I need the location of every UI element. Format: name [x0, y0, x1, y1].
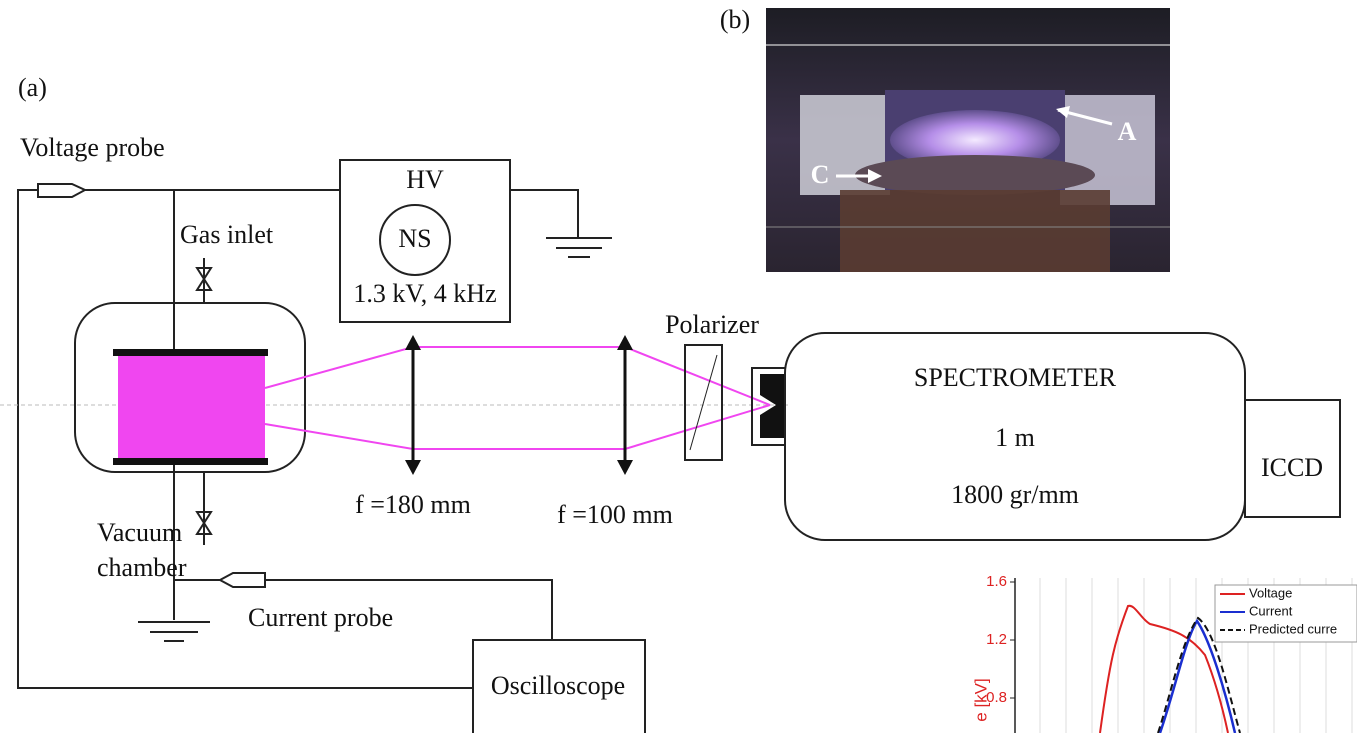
slit-holder	[751, 367, 785, 446]
panel-label: (a)	[18, 73, 47, 102]
chamber-label: Vacuum	[97, 518, 182, 547]
wiring	[17, 183, 612, 689]
spectrometer-length: 1 m	[995, 423, 1035, 452]
photo	[766, 8, 1170, 272]
polarizer-axis	[689, 354, 718, 451]
inset-chart: e [kV] 1.6 1.2 0.8 Voltage Current Predicted …	[971, 573, 1357, 733]
legend-label: Predicted curre	[1249, 621, 1337, 636]
oscilloscope-label: Oscilloscope	[491, 671, 625, 700]
chamber-label: chamber	[97, 553, 187, 582]
lens-label: f =100 mm	[557, 500, 673, 529]
plasma	[118, 355, 265, 458]
y-tick-label: 0.8	[986, 689, 1007, 706]
legend-label: Current	[1249, 603, 1293, 618]
voltage-probe-label: Voltage probe	[20, 133, 165, 162]
polarizer-label: Polarizer	[665, 310, 759, 339]
legend-label: Voltage	[1249, 585, 1292, 600]
panel-label: (b)	[720, 5, 750, 34]
current-probe-label: Current probe	[248, 603, 393, 632]
spectrometer-title: SPECTROMETER	[914, 363, 1117, 392]
ns-label: NS	[398, 224, 431, 253]
spectrometer-grating: 1800 gr/mm	[951, 480, 1079, 509]
slit	[760, 374, 785, 438]
anode-label: A	[1118, 117, 1137, 146]
hv-spec: 1.3 kV, 4 kHz	[353, 279, 496, 308]
y-tick-label: 1.6	[986, 573, 1007, 590]
gas-inlet-label: Gas inlet	[180, 220, 274, 249]
electrode	[113, 458, 268, 465]
beam	[264, 346, 771, 450]
lens-label: f =180 mm	[355, 490, 471, 519]
lens	[405, 335, 633, 475]
ns-circle	[379, 204, 451, 276]
hv-label: HV	[406, 165, 444, 194]
vacuum-chamber	[74, 302, 306, 473]
polarizer	[684, 344, 723, 461]
iccd-label: ICCD	[1261, 453, 1323, 482]
oscilloscope	[472, 639, 646, 733]
y-axis-label: e [kV]	[971, 678, 990, 721]
hv-box	[339, 159, 511, 323]
electrode	[113, 349, 268, 356]
y-tick-label: 1.2	[986, 631, 1007, 648]
voltage-curve	[1099, 604, 1229, 733]
current-curve	[1158, 618, 1237, 733]
predicted-curve	[1157, 616, 1241, 733]
iccd	[1244, 399, 1341, 518]
cathode-label: C	[811, 160, 830, 189]
